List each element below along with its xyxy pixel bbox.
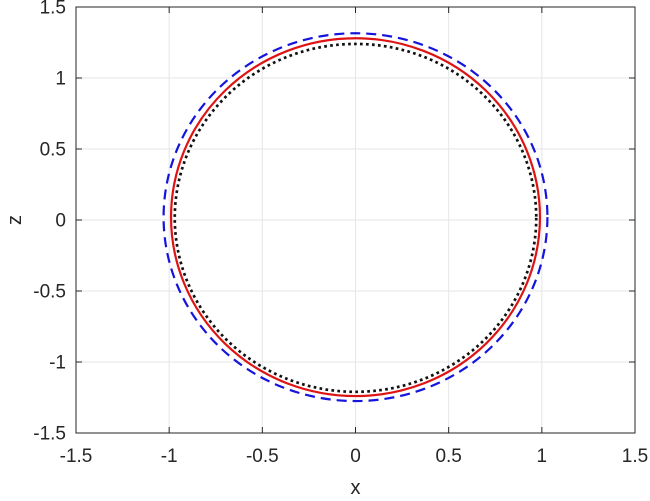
curve-middle-ellipse-red-solid — [169, 37, 542, 398]
x-tick-label: 0 — [350, 446, 361, 467]
x-tick-label: -1.5 — [60, 446, 93, 467]
x-tick-label: -0.5 — [246, 446, 279, 467]
y-tick-label: -1 — [49, 353, 66, 374]
grid-lines — [76, 7, 635, 433]
y-axis-label: z — [4, 215, 26, 225]
x-axis-label: x — [351, 477, 361, 499]
y-tick-labels: -1.5 -1 -0.5 0 0.5 1 1.5 — [33, 0, 66, 445]
y-tick-label: -0.5 — [33, 282, 66, 303]
x-tick-label: -1 — [161, 446, 178, 467]
curves — [162, 32, 549, 403]
x-tick-label: 1.5 — [622, 446, 648, 467]
x-tick-labels: -1.5 -1 -0.5 0 0.5 1 1.5 — [60, 446, 649, 467]
y-tick-label: 0.5 — [40, 140, 66, 161]
y-tick-label: -1.5 — [33, 424, 66, 445]
x-tick-label: 1 — [537, 446, 548, 467]
curve-inner-ellipse-black-dotted — [173, 42, 538, 394]
y-tick-label: 1 — [55, 69, 66, 90]
x-tick-label: 0.5 — [435, 446, 461, 467]
curve-outer-ellipse-blue-dashed — [162, 32, 549, 403]
tick-marks — [75, 6, 636, 434]
y-tick-label: 1.5 — [40, 0, 66, 19]
y-tick-label: 0 — [55, 211, 66, 232]
